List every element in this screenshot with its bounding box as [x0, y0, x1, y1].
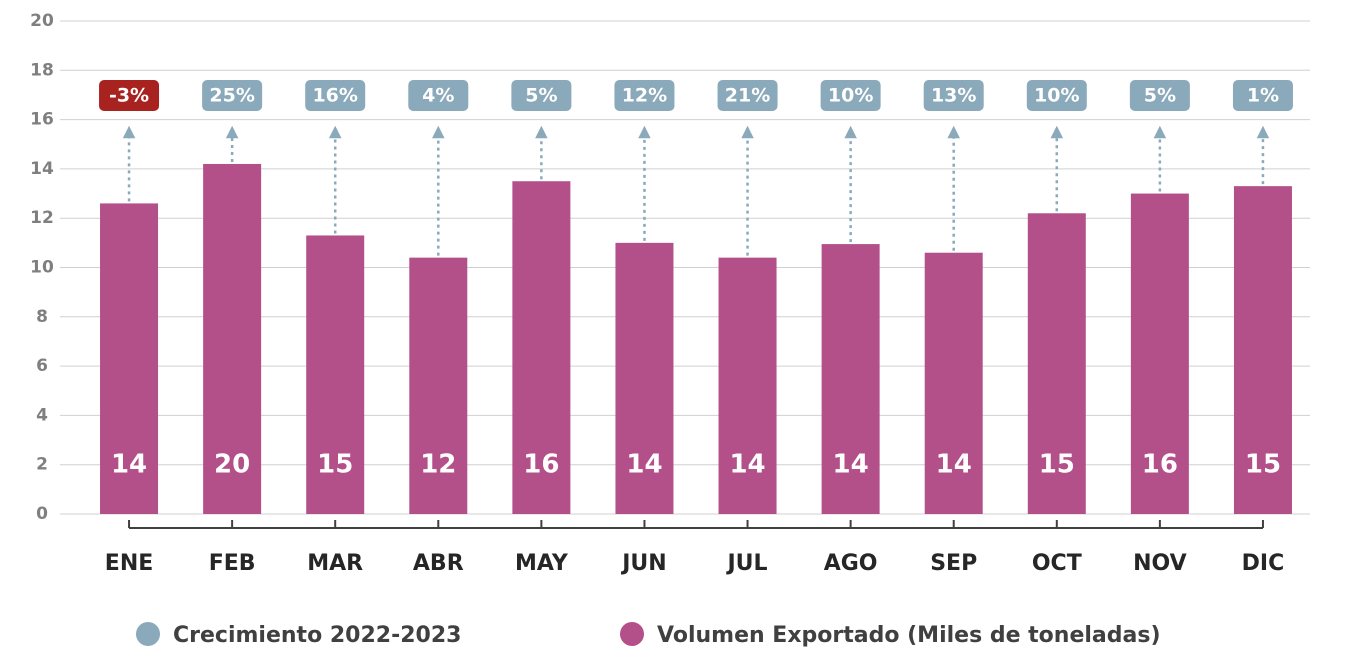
legend-label: Volumen Exportado (Miles de toneladas) [657, 623, 1161, 648]
bar [306, 235, 365, 514]
y-tick-label: 16 [30, 110, 54, 130]
bar-label: 14 [111, 450, 147, 480]
y-tick-label: 8 [36, 307, 48, 327]
growth-label: 21% [725, 85, 770, 107]
growth-box [820, 80, 881, 111]
growth-box [408, 80, 469, 111]
x-tick-label: DIC [1242, 551, 1285, 576]
bar-label: 14 [833, 450, 869, 480]
growth-label: 25% [209, 85, 254, 107]
growth-box [99, 80, 160, 111]
bar [924, 252, 983, 514]
legend-swatch [136, 622, 160, 646]
growth-label: 5% [525, 85, 557, 107]
bar [1130, 193, 1189, 515]
growth-box [717, 80, 778, 111]
growth-label: -3% [109, 85, 149, 107]
x-tick-label: ENE [105, 551, 153, 576]
growth-label: 10% [1034, 85, 1079, 107]
growth-box [305, 80, 366, 111]
bar [409, 257, 468, 514]
x-tick-label: MAR [307, 551, 363, 576]
x-tick-label: FEB [209, 551, 256, 576]
bar [100, 203, 159, 514]
y-tick-label: 0 [36, 504, 48, 524]
growth-box [1129, 80, 1190, 111]
bar [1027, 213, 1086, 514]
x-tick-label: ABR [413, 551, 464, 576]
x-tick-label: OCT [1032, 551, 1082, 576]
bar [615, 242, 674, 514]
bar [512, 181, 571, 514]
bar-label: 20 [214, 450, 250, 480]
bar-label: 15 [317, 450, 353, 480]
growth-box [1232, 80, 1293, 111]
growth-box [923, 80, 984, 111]
growth-box [614, 80, 675, 111]
growth-box [511, 80, 572, 111]
x-tick-label: NOV [1133, 551, 1187, 576]
x-tick-label: AGO [824, 551, 878, 576]
bar-label: 14 [626, 450, 662, 480]
bar-label: 15 [1039, 450, 1075, 480]
bar-label: 14 [729, 450, 765, 480]
y-tick-label: 20 [30, 11, 54, 31]
growth-box [202, 80, 263, 111]
y-tick-label: 2 [36, 455, 48, 475]
growth-label: 10% [828, 85, 873, 107]
y-tick-label: 6 [36, 356, 48, 376]
x-tick-label: MAY [515, 551, 569, 576]
y-tick-label: 14 [30, 159, 54, 179]
y-tick-label: 4 [36, 405, 48, 425]
bar [203, 163, 262, 514]
growth-label: 5% [1144, 85, 1176, 107]
legend-swatch [620, 622, 644, 646]
growth-label: 4% [422, 85, 454, 107]
growth-label: 16% [312, 85, 357, 107]
y-tick-label: 10 [30, 258, 54, 278]
growth-label: 13% [931, 85, 976, 107]
bar-label: 12 [420, 450, 456, 480]
bar [821, 244, 880, 514]
y-tick-label: 18 [30, 60, 54, 80]
bar-label: 15 [1245, 450, 1281, 480]
bar [718, 257, 777, 514]
legend-label: Crecimiento 2022-2023 [173, 623, 461, 648]
bar-label: 16 [1142, 450, 1178, 480]
growth-label: 1% [1247, 85, 1279, 107]
growth-box [1026, 80, 1087, 111]
bar-label: 14 [936, 450, 972, 480]
x-tick-label: JUN [620, 551, 666, 576]
x-tick-label: JUL [726, 551, 768, 576]
y-tick-label: 12 [30, 208, 54, 228]
growth-label: 12% [622, 85, 667, 107]
bar-label: 16 [523, 450, 559, 480]
bar [1233, 186, 1292, 514]
x-tick-label: SEP [930, 551, 977, 576]
